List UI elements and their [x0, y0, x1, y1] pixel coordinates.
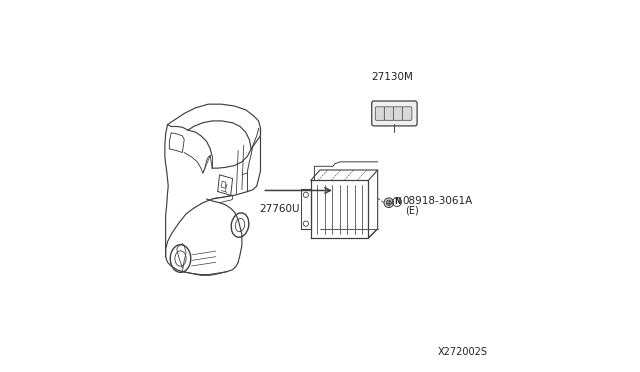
Text: 08918-3061A: 08918-3061A	[402, 196, 472, 206]
FancyBboxPatch shape	[375, 107, 385, 120]
FancyBboxPatch shape	[384, 107, 394, 120]
Text: (E): (E)	[405, 205, 419, 215]
Text: X272002S: X272002S	[437, 347, 488, 357]
FancyBboxPatch shape	[394, 107, 403, 120]
Text: 27760U: 27760U	[259, 204, 300, 214]
Text: N: N	[394, 198, 400, 206]
FancyBboxPatch shape	[372, 101, 417, 126]
Circle shape	[386, 200, 392, 205]
Text: 27130M: 27130M	[372, 72, 413, 82]
FancyBboxPatch shape	[403, 107, 412, 120]
Circle shape	[384, 198, 394, 208]
